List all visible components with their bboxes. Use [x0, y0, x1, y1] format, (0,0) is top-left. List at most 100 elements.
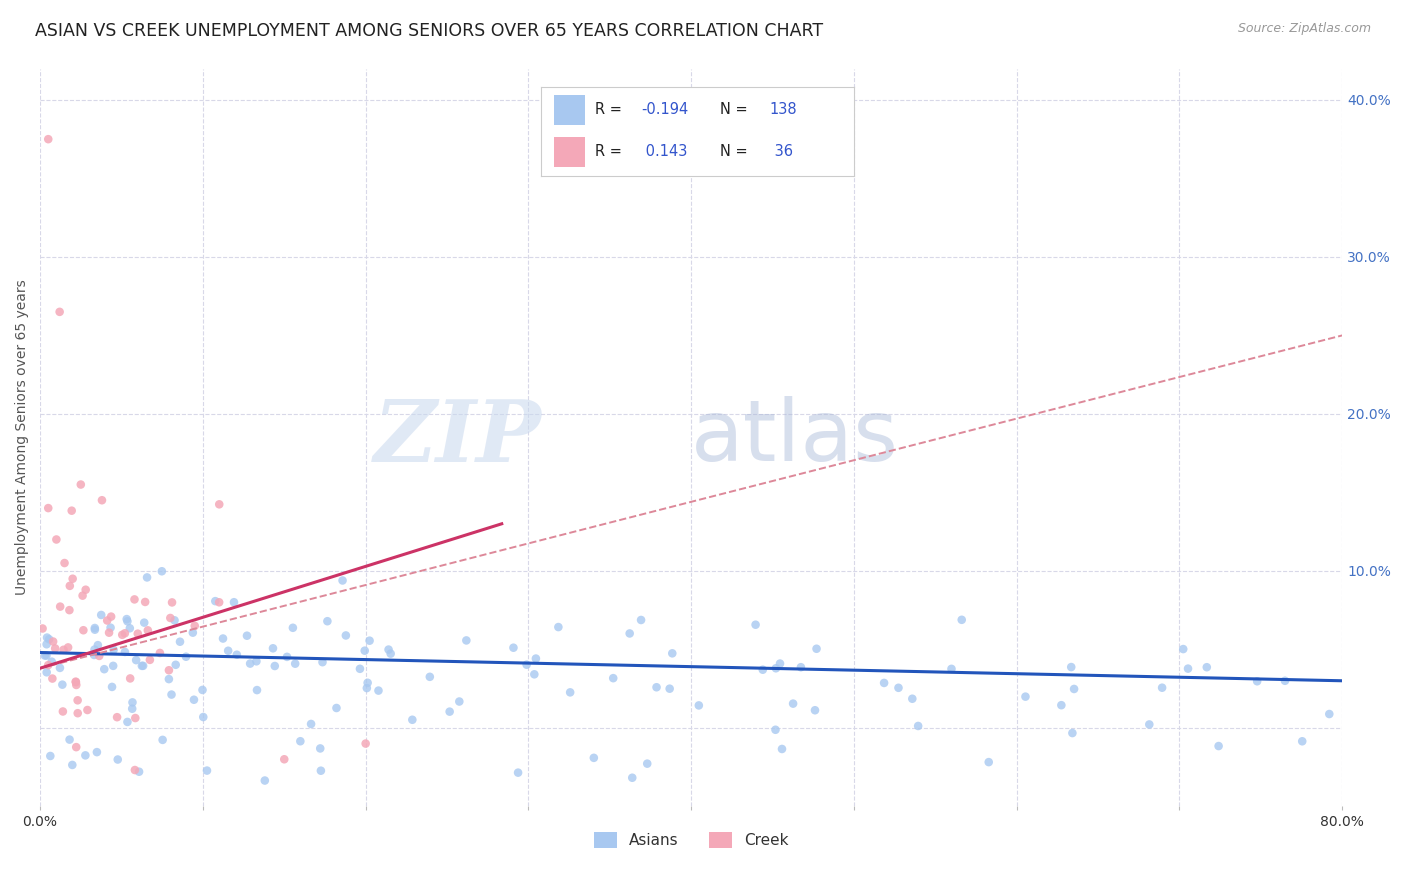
Point: [101, 680, 124, 694]
Point: [37, 658, 59, 673]
Point: [449, 694, 471, 708]
Point: [86, 745, 108, 759]
Point: [52, 705, 75, 719]
Point: [157, 672, 180, 686]
Point: [49, 599, 72, 614]
Point: [506, 765, 529, 780]
Point: [284, 657, 307, 671]
Point: [356, 675, 378, 690]
Point: [1137, 717, 1160, 731]
Point: [790, 660, 813, 674]
Point: [103, 642, 125, 657]
Point: [72, 624, 94, 638]
Point: [212, 632, 235, 646]
Point: [353, 643, 375, 657]
Point: [191, 682, 214, 697]
Legend: Asians, Creek: Asians, Creek: [588, 826, 794, 854]
Point: [39, 749, 62, 764]
Point: [100, 609, 122, 624]
Point: [195, 764, 218, 778]
Point: [52, 642, 75, 657]
Point: [560, 685, 582, 699]
Point: [516, 657, 538, 672]
Point: [51, 678, 73, 692]
Point: [645, 680, 668, 694]
Point: [1177, 662, 1199, 676]
Point: [75, 582, 97, 597]
Point: [262, 641, 284, 656]
Point: [58, 732, 80, 747]
Point: [401, 713, 423, 727]
Point: [1152, 681, 1174, 695]
Point: [48, 305, 70, 319]
Point: [60, 504, 83, 518]
Point: [34, 648, 56, 663]
Point: [127, 626, 149, 640]
Point: [619, 626, 641, 640]
Point: [1063, 681, 1085, 696]
Point: [752, 663, 775, 677]
Point: [117, 714, 139, 729]
Point: [35, 637, 58, 651]
Point: [325, 701, 347, 715]
Point: [1291, 734, 1313, 748]
Point: [98, 625, 121, 640]
Point: [35, 648, 58, 663]
Point: [524, 651, 547, 665]
Point: [547, 620, 569, 634]
Point: [380, 647, 402, 661]
Point: [134, 595, 156, 609]
Point: [62, 572, 84, 586]
Point: [316, 614, 339, 628]
Point: [65, 675, 87, 690]
Point: [359, 633, 381, 648]
Point: [115, 612, 138, 626]
Point: [107, 752, 129, 766]
Point: [65, 674, 87, 689]
Point: [907, 719, 929, 733]
Point: [114, 626, 136, 640]
Point: [950, 613, 973, 627]
Point: [602, 671, 624, 685]
Point: [90, 607, 112, 622]
Point: [159, 611, 181, 625]
Point: [184, 619, 207, 633]
Point: [89, 648, 111, 663]
Point: [377, 642, 399, 657]
Point: [630, 613, 652, 627]
Point: [53, 556, 76, 570]
Point: [152, 732, 174, 747]
Point: [253, 773, 276, 788]
Point: [977, 755, 1000, 769]
Point: [35, 665, 58, 680]
Text: ASIAN VS CREEK UNEMPLOYMENT AMONG SENIORS OVER 65 YEARS CORRELATION CHART: ASIAN VS CREEK UNEMPLOYMENT AMONG SENIOR…: [35, 22, 824, 40]
Point: [263, 659, 285, 673]
Point: [873, 676, 896, 690]
Point: [245, 654, 267, 668]
Point: [125, 653, 148, 667]
Point: [309, 741, 332, 756]
Point: [87, 638, 110, 652]
Point: [38, 632, 60, 647]
Point: [502, 640, 524, 655]
Point: [354, 737, 377, 751]
Point: [41, 655, 63, 669]
Text: atlas: atlas: [692, 396, 900, 479]
Point: [246, 683, 269, 698]
Point: [356, 681, 378, 695]
Point: [58, 603, 80, 617]
Point: [59, 579, 82, 593]
Point: [744, 617, 766, 632]
Point: [100, 621, 122, 635]
Point: [91, 493, 114, 508]
Point: [204, 594, 226, 608]
Point: [118, 621, 141, 635]
Point: [273, 752, 295, 766]
Point: [887, 681, 910, 695]
Point: [1274, 673, 1296, 688]
Point: [523, 667, 546, 681]
Point: [41, 672, 63, 686]
Point: [658, 681, 681, 696]
Point: [35, 631, 58, 645]
Point: [45, 533, 67, 547]
